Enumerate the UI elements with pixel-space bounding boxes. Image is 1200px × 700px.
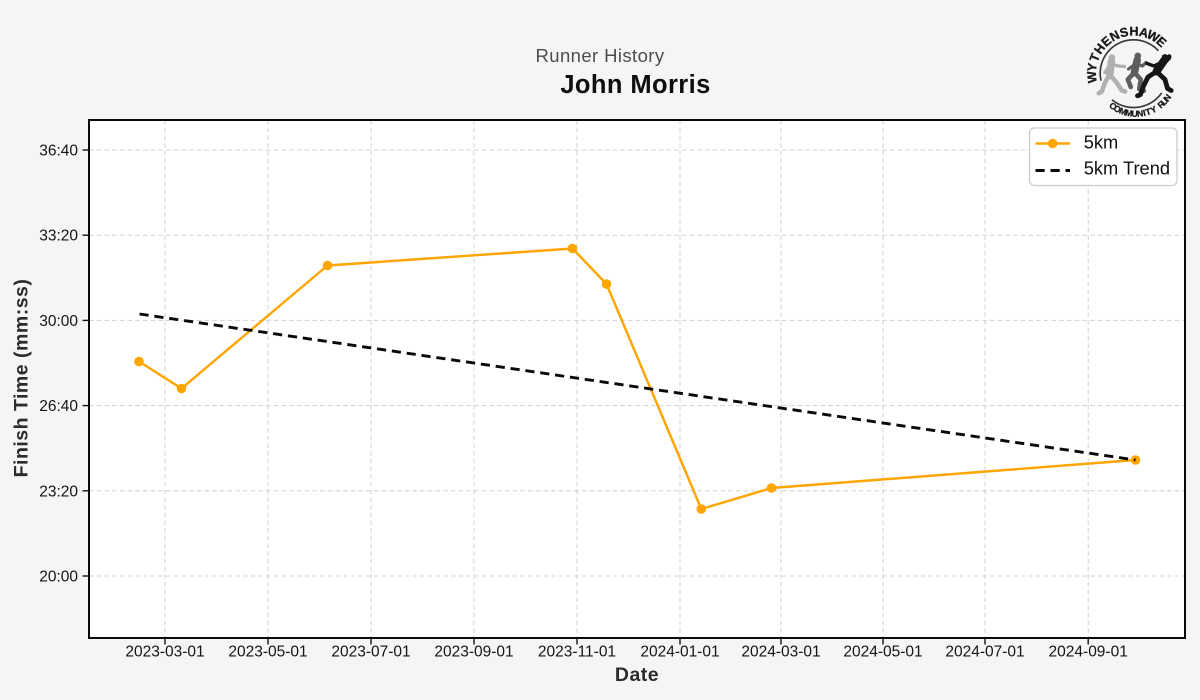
svg-text:2024-03-01: 2024-03-01 [741,643,820,660]
svg-text:5km: 5km [1084,132,1119,153]
svg-text:30:00: 30:00 [39,313,78,330]
svg-text:2024-07-01: 2024-07-01 [945,643,1024,660]
svg-text:A: A [1138,25,1150,41]
svg-text:C: C [1107,100,1119,112]
svg-text:2023-11-01: 2023-11-01 [538,643,616,660]
svg-text:2024-05-01: 2024-05-01 [843,643,922,660]
svg-text:I: I [1142,108,1147,118]
svg-text:M: M [1124,108,1133,119]
svg-text:U: U [1131,109,1138,119]
svg-text:N: N [1136,108,1143,119]
svg-text:T: T [1144,106,1153,117]
svg-text:23:20: 23:20 [39,483,78,500]
svg-text:2023-05-01: 2023-05-01 [228,643,307,660]
svg-text:2024-01-01: 2024-01-01 [640,643,719,660]
svg-text:Runner History: Runner History [536,45,665,66]
svg-text:Finish Time (mm:ss): Finish Time (mm:ss) [11,279,33,478]
svg-text:M: M [1118,106,1128,118]
svg-text:H: H [1129,25,1138,39]
svg-text:2023-07-01: 2023-07-01 [331,643,410,660]
svg-text:W: W [1085,70,1100,83]
svg-text:U: U [1159,96,1171,107]
svg-text:2024-09-01: 2024-09-01 [1049,643,1128,660]
svg-text:S: S [1118,25,1129,41]
svg-text:36:40: 36:40 [39,143,78,160]
svg-text:O: O [1112,103,1123,115]
svg-text:Y: Y [1149,104,1159,116]
svg-text:26:40: 26:40 [39,398,78,415]
svg-text:N: N [1162,92,1174,103]
svg-text:2023-03-01: 2023-03-01 [125,643,204,660]
svg-text:2023-09-01: 2023-09-01 [434,643,513,660]
svg-text:5km Trend: 5km Trend [1084,157,1170,178]
svg-text:33:20: 33:20 [39,228,78,245]
svg-text:John Morris: John Morris [560,71,710,99]
svg-text:Date: Date [615,664,659,686]
svg-text:Y: Y [1085,61,1100,72]
svg-text:20:00: 20:00 [39,569,78,586]
